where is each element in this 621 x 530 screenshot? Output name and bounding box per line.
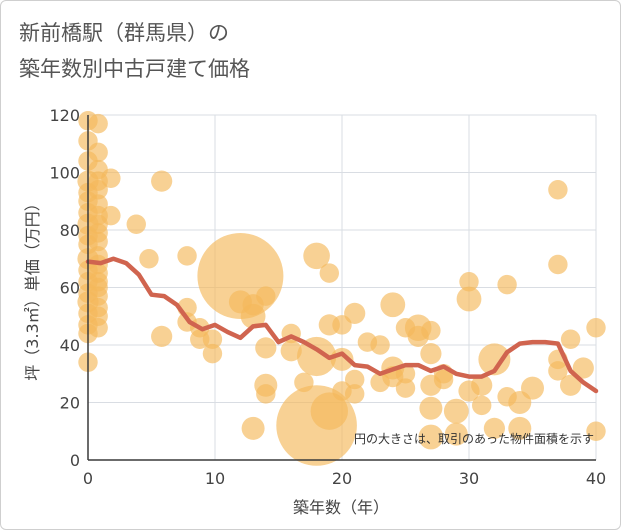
y-tick-label: 20 [60, 394, 80, 413]
bubble-point [345, 384, 365, 404]
bubble-point [420, 343, 442, 365]
y-tick-label: 60 [60, 279, 80, 298]
bubble-point [303, 242, 330, 270]
bubble-point [418, 424, 444, 450]
size-note: 円の大きさは、取引のあった物件面積を示す [354, 431, 594, 446]
bubble-point [202, 343, 223, 364]
y-tick-label: 0 [70, 451, 80, 470]
bubble-point [151, 325, 173, 347]
bubble-point [548, 180, 568, 200]
bubble-point [560, 374, 582, 396]
bubble-point [395, 378, 416, 398]
bubble-point [280, 340, 302, 362]
bubble-point [370, 335, 390, 355]
y-tick-label: 120 [49, 106, 80, 125]
x-tick-label: 40 [586, 469, 606, 488]
bubble-point [88, 180, 108, 200]
bubble-point [294, 372, 314, 393]
axes [87, 115, 596, 461]
bubble-point [256, 384, 276, 404]
bubble-point [101, 205, 121, 226]
bubble-point [444, 422, 468, 446]
bubble-point [521, 376, 544, 400]
bubble-point [548, 361, 568, 381]
bubble-point [508, 416, 532, 440]
bubble-point [497, 387, 517, 407]
bubble-point [151, 170, 173, 192]
bubble-point [478, 343, 511, 376]
tick-labels: 0 10 20 30 40 0 20 40 60 80 100 120 [49, 106, 606, 488]
bubble-point [370, 372, 390, 393]
bubble-point [586, 318, 606, 338]
x-tick-label: 10 [205, 469, 225, 488]
x-tick-label: 20 [332, 469, 352, 488]
bubble-point [345, 369, 365, 390]
x-axis-label: 築年数（年） [293, 498, 389, 517]
x-tick-label: 0 [83, 469, 93, 488]
x-tick-label: 30 [459, 469, 479, 488]
bubble-point [395, 318, 416, 338]
bubble-point [421, 320, 441, 341]
bubble-point [459, 272, 479, 292]
bubble-point [88, 231, 108, 252]
bubble-point [497, 274, 517, 295]
y-tick-label: 100 [49, 164, 80, 183]
bubble-point [548, 254, 568, 275]
bubble-point [456, 286, 482, 312]
bubble-point [560, 329, 581, 349]
trend-line-series [85, 256, 599, 394]
bubble-point [126, 214, 146, 234]
bubble-point [177, 246, 197, 266]
bubble-point [310, 392, 348, 430]
chart-title-line2: 築年数別中古戸建て価格 [19, 57, 250, 81]
bubble-point [297, 336, 337, 377]
bubble-point [471, 374, 493, 396]
bubble-point [443, 398, 469, 424]
bubble-point [88, 142, 108, 163]
bubble-point [88, 113, 108, 134]
chart-title: 新前橋駅（群馬県）の 築年数別中古戸建て価格 [19, 15, 250, 87]
y-axis-label: 坪（3.3㎡）単価（万円） [23, 195, 42, 380]
chart-title-line1: 新前橋駅（群馬県）の [19, 21, 229, 45]
bubble-point [241, 416, 265, 440]
bubble-point [202, 329, 223, 349]
bubble-point [256, 286, 276, 306]
bubble-point [319, 263, 339, 283]
bubble-point [472, 395, 492, 416]
bubble-point [572, 357, 594, 379]
bubble-point [380, 292, 406, 318]
bubble-point [419, 396, 443, 420]
bubble-point [139, 249, 159, 269]
trend-line [85, 256, 599, 394]
bubble-point [255, 337, 277, 359]
y-tick-label: 40 [60, 336, 80, 355]
bubble-point [332, 315, 352, 335]
bubble-point [586, 421, 606, 441]
bubble-point [88, 318, 108, 338]
bubble-point [101, 168, 121, 188]
y-tick-label: 80 [60, 221, 80, 240]
bubble-point [483, 417, 505, 439]
